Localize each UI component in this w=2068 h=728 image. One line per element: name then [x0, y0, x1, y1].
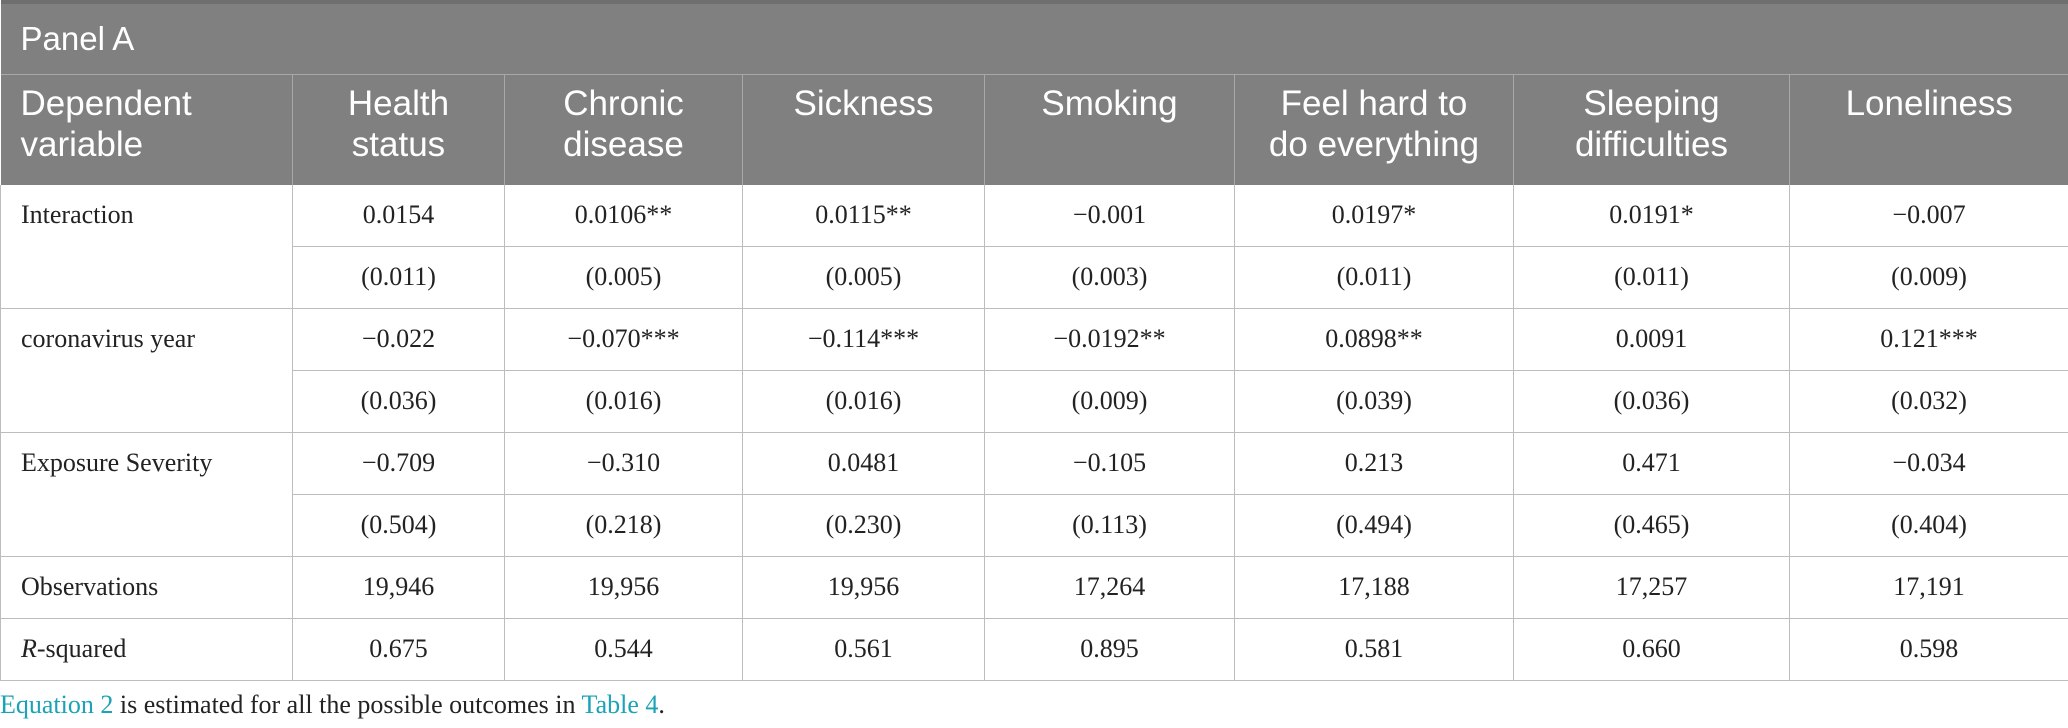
statistic-cell: 0.581	[1234, 618, 1514, 681]
standard-error-cell: (0.016)	[504, 370, 743, 433]
regression-table: Panel A Dependent variable Health status …	[0, 0, 2068, 681]
statistic-cell: 0.598	[1788, 618, 2068, 681]
standard-error-cell: (0.113)	[984, 494, 1235, 557]
coefficient-cell: 0.0154	[292, 184, 505, 247]
standard-error-cell: (0.011)	[292, 246, 505, 309]
standard-error-cell: (0.404)	[1788, 494, 2068, 557]
statistic-cell: 17,264	[984, 556, 1235, 619]
column-header-loneliness: Loneliness	[1788, 74, 2068, 185]
table-body: Interaction 0.0154 0.0106** 0.0115** −0.001 0…	[0, 184, 2068, 681]
column-header-feel-hard: Feel hard to do everything	[1234, 74, 1514, 185]
standard-error-cell: (0.009)	[1788, 246, 2068, 309]
statistic-cell: 19,956	[742, 556, 985, 619]
r-squared-suffix: -squared	[36, 634, 127, 663]
statistic-cell: 0.660	[1513, 618, 1790, 681]
coefficient-cell: 0.121***	[1788, 308, 2068, 371]
column-header-sleeping-difficulties: Sleeping difficulties	[1513, 74, 1790, 185]
statistic-row: Observations 19,946 19,956 19,956 17,264 17,1…	[0, 556, 2068, 619]
panel-label: Panel A	[0, 0, 2068, 75]
coefficient-cell: 0.213	[1234, 432, 1514, 495]
statistic-cell: 0.544	[504, 618, 743, 681]
standard-error-row: (0.011) (0.005) (0.005) (0.003) (0.011) (0.01…	[1, 246, 2068, 309]
standard-error-cell: (0.494)	[1234, 494, 1514, 557]
coefficient-cell: −0.022	[292, 308, 505, 371]
statistic-cell: 19,956	[504, 556, 743, 619]
panel-header-row: Panel A	[0, 0, 2068, 75]
coefficient-cell: 0.0197*	[1234, 184, 1514, 247]
standard-error-row: (0.036) (0.016) (0.016) (0.009) (0.039) (0.03…	[1, 370, 2068, 433]
standard-error-cell: (0.005)	[504, 246, 743, 309]
statistic-cell: 0.675	[292, 618, 505, 681]
standard-error-cell: (0.009)	[984, 370, 1235, 433]
standard-error-cell: (0.005)	[742, 246, 985, 309]
row-label: Interaction	[0, 184, 293, 309]
coefficient-cell: 0.0898**	[1234, 308, 1514, 371]
column-header-row: Dependent variable Health status Chronic d…	[0, 74, 2068, 185]
table-link[interactable]: Table 4	[581, 690, 659, 719]
column-header-sickness: Sickness	[742, 74, 985, 185]
standard-error-cell: (0.032)	[1788, 370, 2068, 433]
column-header-smoking: Smoking	[984, 74, 1235, 185]
coefficient-cell: −0.709	[292, 432, 505, 495]
standard-error-cell: (0.003)	[984, 246, 1235, 309]
statistic-cell: 17,257	[1513, 556, 1790, 619]
coefficient-cell: 0.0191*	[1513, 184, 1790, 247]
statistic-cell: 17,191	[1788, 556, 2068, 619]
coefficient-row: Exposure Severity −0.709 −0.310 0.0481 −0.10…	[0, 432, 2068, 557]
column-header-chronic-disease: Chronic disease	[504, 74, 743, 185]
coefficient-cell: 0.0481	[742, 432, 985, 495]
r-symbol: R	[21, 634, 37, 663]
coefficient-cell: −0.070***	[504, 308, 743, 371]
coefficient-cell: −0.034	[1788, 432, 2068, 495]
coefficient-cell: −0.007	[1788, 184, 2068, 247]
equation-link[interactable]: Equation 2	[0, 690, 114, 719]
coefficient-row: coronavirus year −0.022 −0.070*** −0.114***…	[0, 308, 2068, 433]
standard-error-cell: (0.016)	[742, 370, 985, 433]
standard-error-cell: (0.011)	[1513, 246, 1790, 309]
coefficient-cell: −0.001	[984, 184, 1235, 247]
standard-error-cell: (0.465)	[1513, 494, 1790, 557]
statistic-cell: 17,188	[1234, 556, 1514, 619]
standard-error-cell: (0.036)	[292, 370, 505, 433]
coefficient-cell: 0.471	[1513, 432, 1790, 495]
coefficient-cell: −0.114***	[742, 308, 985, 371]
regression-table-container: Panel A Dependent variable Health status …	[0, 0, 2068, 681]
column-header-health-status: Health status	[292, 74, 505, 185]
standard-error-cell: (0.036)	[1513, 370, 1790, 433]
standard-error-cell: (0.230)	[742, 494, 985, 557]
coefficient-cell: −0.105	[984, 432, 1235, 495]
standard-error-cell: (0.504)	[292, 494, 505, 557]
coefficient-cell: −0.310	[504, 432, 743, 495]
statistic-cell: 0.895	[984, 618, 1235, 681]
coefficient-cell: 0.0115**	[742, 184, 985, 247]
row-label: Observations	[0, 556, 293, 619]
standard-error-cell: (0.039)	[1234, 370, 1514, 433]
standard-error-cell: (0.218)	[504, 494, 743, 557]
coefficient-cell: 0.0106**	[504, 184, 743, 247]
row-label: R-squared	[0, 618, 293, 681]
row-label: Exposure Severity	[0, 432, 293, 557]
dependent-variable-header: Dependent variable	[0, 74, 293, 185]
table-footnote: Equation 2 is estimated for all the poss…	[0, 690, 665, 719]
coefficient-cell: −0.0192**	[984, 308, 1235, 371]
coefficient-cell: 0.0091	[1513, 308, 1790, 371]
statistic-cell: 19,946	[292, 556, 505, 619]
coefficient-row: Interaction 0.0154 0.0106** 0.0115** −0.001 0…	[0, 184, 2068, 309]
standard-error-row: (0.504) (0.218) (0.230) (0.113) (0.494) (0.46…	[1, 494, 2068, 557]
statistic-row: R-squared 0.675 0.544 0.561 0.895 0.581 0.660 0…	[0, 618, 2068, 681]
standard-error-cell: (0.011)	[1234, 246, 1514, 309]
statistic-cell: 0.561	[742, 618, 985, 681]
row-label: coronavirus year	[0, 308, 293, 433]
